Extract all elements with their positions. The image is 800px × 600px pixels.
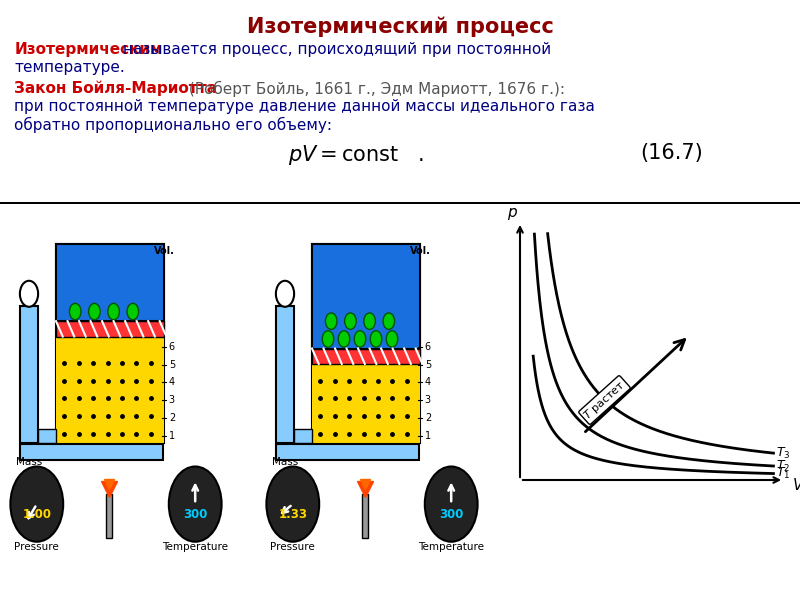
Circle shape xyxy=(169,467,222,542)
Bar xyxy=(312,244,420,443)
Text: Закон Бойля-Мариотта: Закон Бойля-Мариотта xyxy=(14,81,218,97)
Text: 3: 3 xyxy=(425,395,431,405)
Text: 2: 2 xyxy=(425,413,431,423)
Text: $T_2$: $T_2$ xyxy=(776,458,790,473)
Text: (16.7): (16.7) xyxy=(640,143,702,163)
Text: 4: 4 xyxy=(425,377,431,388)
Bar xyxy=(106,494,112,538)
Circle shape xyxy=(108,304,119,320)
Circle shape xyxy=(276,281,294,307)
Circle shape xyxy=(354,331,366,347)
Circle shape xyxy=(326,313,337,329)
Bar xyxy=(56,321,164,337)
Bar xyxy=(276,306,294,443)
Circle shape xyxy=(364,313,375,329)
Text: 1.33: 1.33 xyxy=(278,508,307,521)
Bar xyxy=(312,364,420,443)
Text: 4: 4 xyxy=(169,377,175,388)
Bar xyxy=(20,306,38,443)
Circle shape xyxy=(70,304,81,320)
Circle shape xyxy=(386,331,398,347)
Bar xyxy=(56,337,164,443)
Text: Vol.: Vol. xyxy=(154,247,174,256)
Text: температуре.: температуре. xyxy=(14,60,125,75)
Text: $pV = \mathrm{const}$   .: $pV = \mathrm{const}$ . xyxy=(288,143,424,167)
Bar xyxy=(312,349,420,364)
Text: 5: 5 xyxy=(169,359,175,370)
Circle shape xyxy=(266,467,319,542)
Text: Изотермическим: Изотермическим xyxy=(14,42,162,57)
Circle shape xyxy=(383,313,394,329)
Text: 3: 3 xyxy=(169,395,175,405)
Text: Pressure: Pressure xyxy=(270,542,315,552)
Text: (Роберт Бойль, 1661 г., Эдм Мариотт, 1676 г.):: (Роберт Бойль, 1661 г., Эдм Мариотт, 167… xyxy=(184,81,565,97)
Circle shape xyxy=(370,331,382,347)
Text: $p$: $p$ xyxy=(506,206,518,222)
Bar xyxy=(20,444,163,460)
Text: обратно пропорционально его объему:: обратно пропорционально его объему: xyxy=(14,117,333,133)
Circle shape xyxy=(345,313,356,329)
Text: Mass: Mass xyxy=(16,457,42,467)
Circle shape xyxy=(127,304,138,320)
Circle shape xyxy=(338,331,350,347)
Text: 1: 1 xyxy=(169,431,175,441)
Circle shape xyxy=(10,467,63,542)
Text: 300: 300 xyxy=(439,508,463,521)
Bar xyxy=(276,444,419,460)
Bar xyxy=(56,244,164,443)
Circle shape xyxy=(20,281,38,307)
Text: 2: 2 xyxy=(169,413,175,423)
Text: Mass: Mass xyxy=(272,457,298,467)
Text: называется процесс, происходящий при постоянной: называется процесс, происходящий при пос… xyxy=(118,42,551,57)
Circle shape xyxy=(425,467,478,542)
Text: Vol.: Vol. xyxy=(410,247,430,256)
Text: 1: 1 xyxy=(425,431,431,441)
Bar xyxy=(312,244,420,349)
Bar xyxy=(38,429,56,443)
Text: $T_3$: $T_3$ xyxy=(776,446,790,461)
Text: 6: 6 xyxy=(169,342,175,352)
Text: Pressure: Pressure xyxy=(14,542,59,552)
Bar xyxy=(294,429,312,443)
Text: 5: 5 xyxy=(425,359,431,370)
Text: 300: 300 xyxy=(183,508,207,521)
Text: Изотермический процесс: Изотермический процесс xyxy=(246,17,554,37)
Bar xyxy=(56,244,164,321)
Bar xyxy=(362,494,368,538)
Text: Temperature: Temperature xyxy=(162,542,228,552)
Circle shape xyxy=(89,304,100,320)
Text: $V$: $V$ xyxy=(792,477,800,493)
Text: Temperature: Temperature xyxy=(418,542,484,552)
Text: $T_1$: $T_1$ xyxy=(776,466,790,481)
Text: 6: 6 xyxy=(425,342,431,352)
Text: 1.00: 1.00 xyxy=(22,508,51,521)
Circle shape xyxy=(322,331,334,347)
Text: при постоянной температуре давление данной массы идеального газа: при постоянной температуре давление данн… xyxy=(14,99,595,114)
Text: $T$ растет: $T$ растет xyxy=(581,377,629,422)
